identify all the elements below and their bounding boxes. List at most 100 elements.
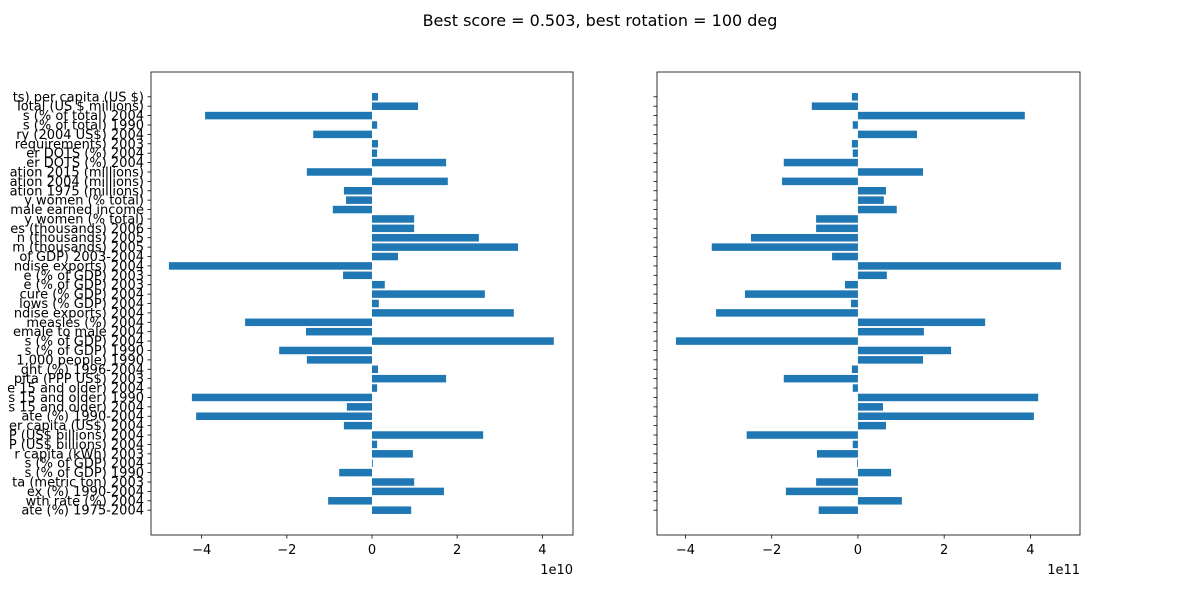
bar bbox=[372, 102, 418, 110]
bar bbox=[857, 393, 1039, 402]
figure-title: Best score = 0.503, best rotation = 100 … bbox=[423, 11, 778, 30]
bar bbox=[851, 93, 858, 101]
bar bbox=[372, 365, 378, 374]
bar bbox=[372, 290, 485, 298]
x-tick-label: 2 bbox=[453, 543, 461, 558]
bar bbox=[332, 205, 373, 214]
y-tick-label: ation 2004 (millions) bbox=[10, 175, 144, 190]
bar bbox=[782, 177, 858, 186]
axis-offset-label: 1e10 bbox=[540, 563, 573, 578]
bar bbox=[857, 327, 924, 336]
bar bbox=[372, 384, 378, 392]
bar bbox=[852, 384, 858, 392]
bar bbox=[372, 506, 412, 514]
x-tick-label: −4 bbox=[676, 543, 695, 558]
bar bbox=[372, 233, 479, 242]
y-tick-label: ate (%) 1990-2004 bbox=[21, 410, 144, 425]
bar bbox=[372, 149, 378, 157]
y-tick-label: ation 2015 (millions) bbox=[10, 165, 144, 180]
x-tick-label: 0 bbox=[854, 543, 862, 558]
y-tick-label: n (thousands) 2005 bbox=[17, 231, 144, 246]
bar bbox=[372, 158, 447, 167]
bar bbox=[851, 365, 858, 374]
bar bbox=[306, 168, 373, 176]
bar bbox=[852, 440, 858, 449]
bar bbox=[857, 271, 887, 280]
y-tick-label: s (% of GDP) 1990 bbox=[25, 466, 144, 481]
bar bbox=[816, 478, 858, 486]
bar bbox=[845, 280, 858, 289]
bar bbox=[372, 487, 444, 496]
x-tick-label: 4 bbox=[538, 543, 546, 558]
y-tick-label: m (thousands) 2005 bbox=[12, 241, 144, 256]
y-tick-label: ndise exports) 2004 bbox=[14, 306, 144, 321]
y-tick-label: s (% of GDP) 2004 bbox=[25, 335, 144, 350]
bar bbox=[857, 412, 1034, 421]
y-tick-label: ts) per capita (US $) bbox=[13, 90, 144, 105]
bar bbox=[339, 468, 373, 477]
x-tick-label: 0 bbox=[368, 543, 376, 558]
y-tick-label: ndise exports) 2004 bbox=[14, 259, 144, 274]
x-tick-label: −2 bbox=[277, 543, 296, 558]
bar bbox=[372, 140, 378, 148]
y-tick-label: er capita (US$) 2004 bbox=[9, 419, 144, 434]
y-tick-label: y women (% total) bbox=[24, 212, 144, 227]
bar bbox=[343, 186, 373, 195]
axis-offset-label: 1e11 bbox=[1047, 563, 1080, 578]
bar bbox=[744, 290, 858, 298]
bar bbox=[857, 403, 883, 411]
bar bbox=[851, 140, 858, 148]
bar bbox=[751, 233, 858, 242]
bar bbox=[372, 93, 378, 101]
bar bbox=[857, 205, 897, 214]
bar bbox=[191, 393, 373, 402]
bar bbox=[857, 468, 892, 477]
y-tick-label: pita (PPP US$) 2003 bbox=[14, 372, 144, 387]
bar bbox=[346, 196, 373, 204]
x-tick-label: −4 bbox=[192, 543, 211, 558]
bar bbox=[168, 262, 373, 270]
bar bbox=[372, 252, 398, 261]
bar bbox=[851, 299, 858, 308]
y-tick-label: s 15 and older) 2004 bbox=[8, 400, 144, 415]
axes-frame bbox=[656, 71, 1081, 536]
bar bbox=[852, 149, 858, 157]
bar bbox=[857, 262, 1062, 270]
y-tick-label: ght (%) 1996-2004 bbox=[21, 363, 144, 378]
x-tick-label: 4 bbox=[1026, 543, 1034, 558]
bar bbox=[313, 130, 373, 139]
y-tick-label: s (% of total) 1990 bbox=[23, 118, 144, 133]
bar bbox=[711, 243, 858, 251]
bar bbox=[306, 327, 373, 336]
bar bbox=[852, 121, 858, 129]
y-tick-label: y women (% total) bbox=[24, 194, 144, 209]
bar bbox=[346, 403, 373, 411]
bar bbox=[372, 459, 373, 467]
bar bbox=[196, 412, 373, 421]
y-tick-label: emale to male 2004 bbox=[13, 325, 144, 340]
bar bbox=[832, 252, 858, 261]
bar bbox=[785, 487, 858, 496]
y-tick-label: ta (metric ton) 2003 bbox=[12, 476, 144, 491]
bar bbox=[372, 224, 415, 233]
bar bbox=[857, 356, 924, 364]
y-tick-label: e 15 and older) 2004 bbox=[7, 382, 144, 397]
y-tick-label: ation 1975 (millions) bbox=[10, 184, 144, 199]
bar bbox=[857, 497, 902, 505]
bar bbox=[857, 459, 858, 467]
bar bbox=[857, 168, 924, 176]
y-tick-label: e (% of GDP) 2003 bbox=[23, 278, 144, 293]
bar bbox=[675, 337, 858, 345]
bar bbox=[816, 224, 858, 233]
y-tick-label: wth rate (%) 2004 bbox=[26, 494, 144, 509]
bar bbox=[818, 506, 858, 514]
bar bbox=[328, 497, 373, 505]
y-tick-label: e (% of GDP) 2003 bbox=[23, 269, 144, 284]
y-tick-label: r capita (kWh) 2003 bbox=[14, 447, 144, 462]
bar bbox=[372, 478, 415, 486]
y-tick-label: cure (% GDP) 2004 bbox=[20, 288, 144, 303]
y-tick-label: 1,000 people) 1990 bbox=[16, 353, 144, 368]
y-tick-label: er DOTS (%) 2004 bbox=[26, 156, 144, 171]
